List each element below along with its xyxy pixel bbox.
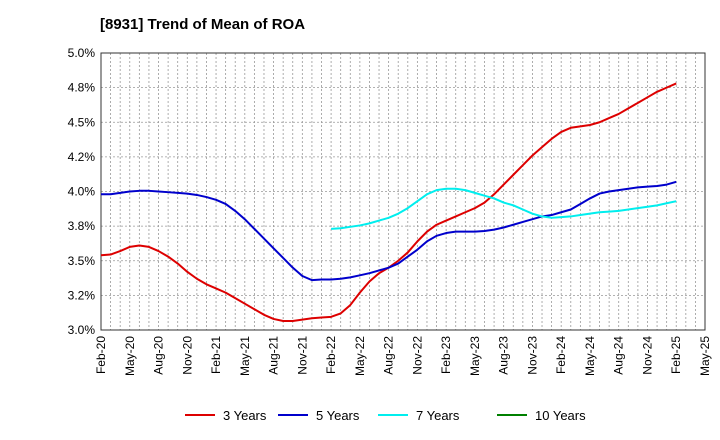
- x-tick-label: May-21: [238, 336, 252, 376]
- x-tick-label: Aug-22: [382, 336, 396, 375]
- x-tick-label: Nov-23: [525, 336, 539, 375]
- x-tick-label: Feb-24: [554, 336, 568, 374]
- x-tick-label: May-25: [698, 336, 712, 376]
- y-tick-label: 3.0%: [68, 323, 96, 337]
- series-line-5-years: [101, 180, 677, 282]
- plot-border: [100, 52, 706, 331]
- axis-layer: 3.0% 3.2% 3.5% 3.8% 4.0% 4.2% 4.5% 4.8% 5.0% Feb-…: [68, 46, 712, 376]
- x-tick-label: Feb-20: [94, 336, 108, 374]
- y-tick-label: 3.2%: [68, 288, 96, 302]
- x-tick-label: Feb-22: [324, 336, 338, 374]
- x-tick-label: Aug-24: [612, 336, 626, 375]
- x-tick-label: Nov-20: [180, 336, 194, 375]
- legend: 3 Years 5 Years 7 Years 10 Years: [185, 408, 586, 423]
- x-tick-label: May-24: [583, 336, 597, 376]
- y-tick-label: 4.2%: [68, 150, 96, 164]
- x-tick-label: Feb-21: [209, 336, 223, 374]
- chart-title: [8931] Trend of Mean of ROA: [100, 16, 306, 33]
- y-tick-label: 3.5%: [68, 254, 96, 268]
- x-tick-label: Nov-24: [640, 336, 654, 375]
- x-tick-label: Nov-22: [410, 336, 424, 375]
- legend-label: 7 Years: [416, 408, 460, 423]
- y-tick-label: 4.8%: [68, 81, 96, 95]
- y-tick-label: 4.5%: [68, 115, 96, 129]
- x-tick-label: May-23: [468, 336, 482, 376]
- x-tick-label: May-22: [353, 336, 367, 376]
- x-tick-label: Aug-23: [497, 336, 511, 375]
- y-tick-label: 4.0%: [68, 185, 96, 199]
- x-tick-label: Aug-21: [267, 336, 281, 375]
- x-tick-label: Aug-20: [152, 336, 166, 375]
- y-tick-label: 5.0%: [68, 46, 96, 60]
- x-tick-label: Feb-25: [669, 336, 683, 374]
- x-tick-label: Nov-21: [295, 336, 309, 375]
- x-tick-label: Feb-23: [439, 336, 453, 374]
- legend-label: 10 Years: [535, 408, 586, 423]
- series-line-7-years: [331, 187, 677, 230]
- x-tick-label: May-20: [123, 336, 137, 376]
- legend-label: 5 Years: [316, 408, 360, 423]
- y-tick-label: 3.8%: [68, 219, 96, 233]
- legend-label: 3 Years: [223, 408, 267, 423]
- series-layer: [100, 82, 677, 322]
